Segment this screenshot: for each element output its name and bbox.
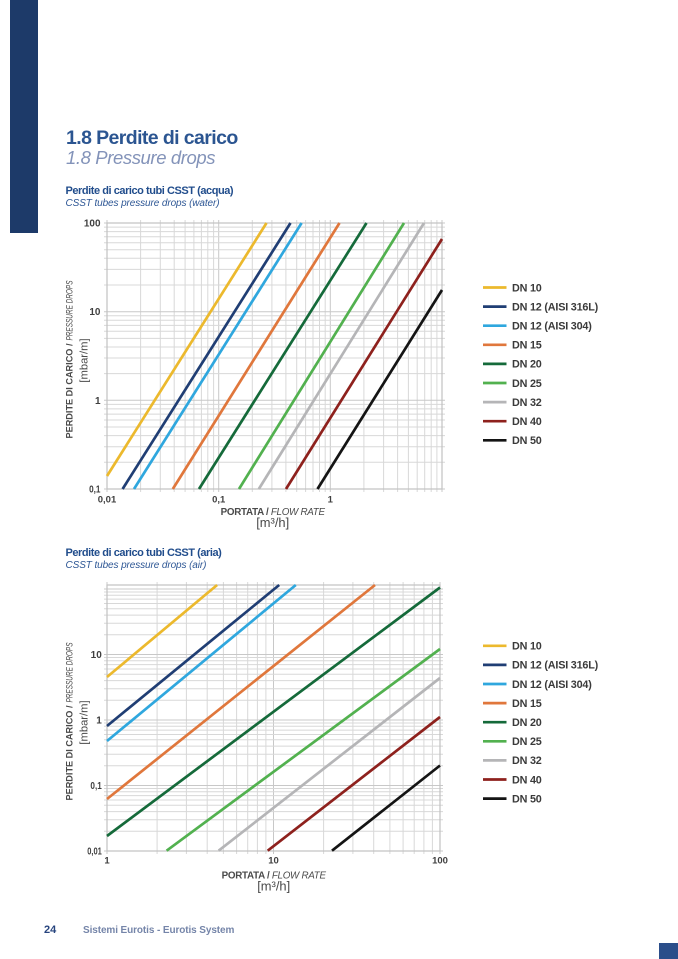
svg-text:DN 10: DN 10 [512, 641, 542, 653]
svg-text:DN 40: DN 40 [512, 416, 542, 428]
svg-text:DN 10: DN 10 [512, 282, 542, 294]
svg-text:DN 20: DN 20 [512, 359, 542, 371]
svg-text:DN 20: DN 20 [512, 717, 542, 729]
svg-text:0,01: 0,01 [87, 847, 102, 858]
svg-text:PRESSURE DROPS: PRESSURE DROPS [65, 280, 76, 340]
svg-text:0,1: 0,1 [212, 495, 226, 506]
svg-text:1: 1 [104, 856, 110, 867]
svg-text:[m³/h]: [m³/h] [256, 515, 289, 530]
svg-text:PORTATA / FLOW RATE: PORTATA / FLOW RATE [222, 871, 327, 882]
svg-text:[mbar/m]: [mbar/m] [79, 700, 91, 744]
svg-text:100: 100 [84, 219, 101, 230]
svg-text:10: 10 [91, 650, 103, 661]
svg-text:DN 12 (AISI 316L): DN 12 (AISI 316L) [512, 660, 599, 672]
svg-text:DN 40: DN 40 [512, 774, 542, 786]
svg-text:[m³/h]: [m³/h] [257, 879, 290, 894]
svg-text:DN 15: DN 15 [512, 340, 542, 352]
svg-text:PORTATA / FLOW RATE: PORTATA / FLOW RATE [221, 507, 326, 518]
svg-text:[mbar/m]: [mbar/m] [79, 338, 91, 382]
svg-text:0,01: 0,01 [98, 495, 117, 506]
svg-text:DN 12 (AISI 304): DN 12 (AISI 304) [512, 679, 592, 691]
svg-text:1: 1 [96, 716, 102, 727]
svg-text:DN 32: DN 32 [512, 397, 542, 409]
svg-text:10: 10 [89, 307, 101, 318]
svg-text:0,1: 0,1 [90, 781, 102, 792]
svg-text:10: 10 [268, 856, 279, 867]
svg-text:0,1: 0,1 [89, 485, 101, 496]
svg-text:DN 25: DN 25 [512, 736, 542, 748]
svg-text:DN 32: DN 32 [512, 755, 542, 767]
svg-text:PERDITE DI CARICO /: PERDITE DI CARICO / [65, 343, 76, 438]
svg-text:PRESSURE DROPS: PRESSURE DROPS [65, 642, 76, 702]
svg-text:DN 15: DN 15 [512, 698, 542, 710]
svg-text:DN 12 (AISI 304): DN 12 (AISI 304) [512, 321, 592, 333]
svg-text:DN 25: DN 25 [512, 378, 542, 390]
svg-text:DN 12 (AISI 316L): DN 12 (AISI 316L) [512, 301, 599, 313]
svg-text:100: 100 [432, 856, 448, 867]
svg-text:PERDITE DI CARICO /: PERDITE DI CARICO / [65, 705, 76, 800]
svg-text:1: 1 [95, 396, 101, 407]
svg-text:DN 50: DN 50 [512, 435, 542, 447]
svg-text:1: 1 [328, 495, 334, 506]
svg-text:DN 50: DN 50 [512, 793, 542, 805]
